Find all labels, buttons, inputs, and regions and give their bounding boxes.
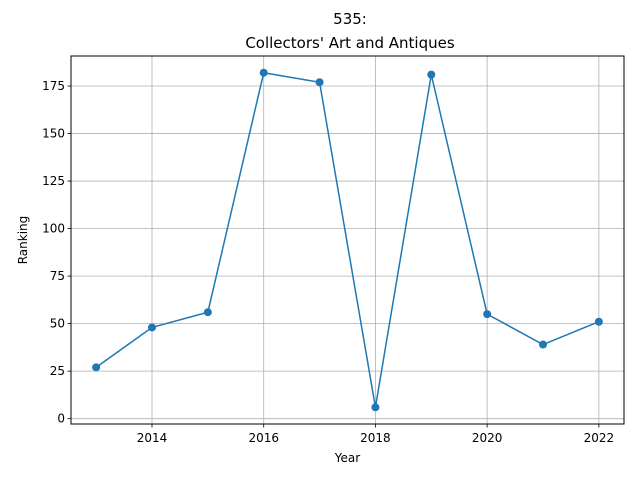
x-tick-label: 2018 <box>360 431 391 445</box>
y-tick-label: 125 <box>42 174 65 188</box>
data-point <box>259 68 268 77</box>
grid-lines <box>71 56 624 424</box>
plot-frame <box>70 55 625 425</box>
y-tick-label: 75 <box>50 269 65 283</box>
data-point <box>539 340 548 349</box>
data-point <box>483 310 492 319</box>
chart-title-line-2: Collectors' Art and Antiques <box>245 34 455 52</box>
data-point <box>203 308 212 317</box>
data-point <box>315 78 324 87</box>
x-tick-label: 2016 <box>248 431 279 445</box>
data-point <box>427 70 436 79</box>
x-tick-label: 2014 <box>137 431 168 445</box>
y-tick-label: 175 <box>42 79 65 93</box>
x-axis-label: Year <box>334 451 360 465</box>
x-tick-label: 2022 <box>584 431 615 445</box>
data-point <box>92 363 101 372</box>
axis-ticks: 2014 2016 2018 2020 2022 0 25 50 75 100 125 150 175 <box>42 79 614 445</box>
y-tick-label: 0 <box>57 412 65 426</box>
y-tick-label: 100 <box>42 222 65 236</box>
data-point <box>147 323 156 332</box>
y-tick-label: 150 <box>42 127 65 141</box>
y-tick-label: 50 <box>50 317 65 331</box>
series-layer <box>92 68 603 412</box>
chart-title-line-1: 535: <box>333 10 367 28</box>
y-axis-label: Ranking <box>16 216 30 265</box>
data-point <box>594 317 603 326</box>
data-point <box>371 403 380 412</box>
x-tick-label: 2020 <box>472 431 503 445</box>
y-tick-label: 25 <box>50 364 65 378</box>
series-line <box>95 71 600 408</box>
